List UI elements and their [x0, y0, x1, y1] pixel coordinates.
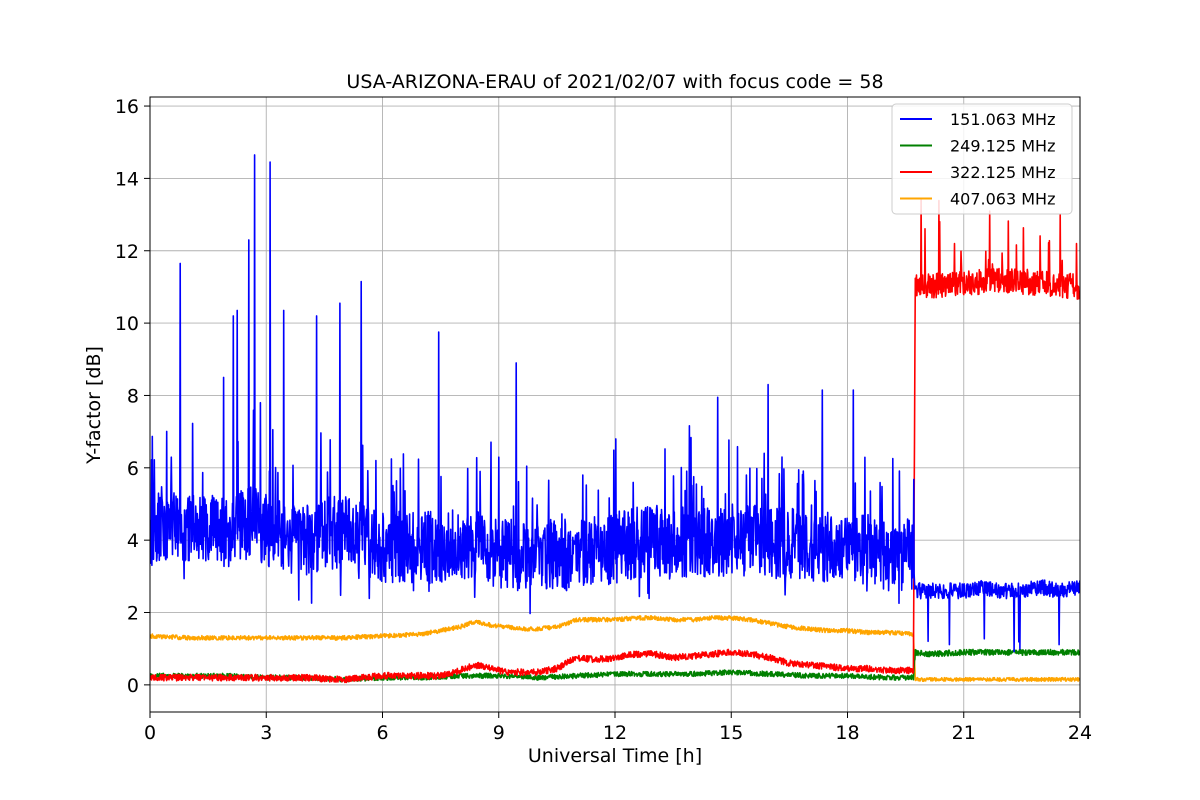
legend: 151.063 MHz 249.125 MHz 322.125 MHz 407.063… — [891, 103, 1073, 215]
x-tick-label: 21 — [952, 722, 976, 744]
x-tick-label: 12 — [603, 722, 627, 744]
y-tick-label: 12 — [115, 241, 139, 263]
legend-entry-label: 151.063 MHz — [950, 110, 1055, 129]
legend-entry-label: 249.125 MHz — [950, 137, 1055, 156]
y-tick-label: 10 — [115, 313, 139, 335]
series-line-407-063-mhz — [150, 615, 1080, 682]
chart-title: USA-ARIZONA-ERAU of 2021/02/07 with focu… — [346, 71, 883, 93]
x-tick-label: 0 — [144, 722, 156, 744]
y-tick-label: 2 — [127, 603, 139, 625]
x-tick-label: 6 — [376, 722, 388, 744]
legend-entry-label: 407.063 MHz — [950, 190, 1055, 209]
series-line-322-125-mhz — [150, 198, 1080, 684]
series-layer — [150, 154, 1080, 684]
y-axis-label: Y-factor [dB] — [83, 346, 105, 465]
x-tick-label: 18 — [835, 722, 859, 744]
y-tick-label: 4 — [127, 530, 139, 552]
series-clip-group — [150, 154, 1080, 684]
x-tick-label: 3 — [260, 722, 272, 744]
x-tick-label: 9 — [493, 722, 505, 744]
series-line-151-063-mhz — [150, 154, 1080, 653]
y-tick-label: 8 — [127, 385, 139, 407]
x-tick-label: 15 — [719, 722, 743, 744]
y-tick-label: 0 — [127, 675, 139, 697]
y-tick-label: 6 — [127, 458, 139, 480]
x-axis-label: Universal Time [h] — [528, 745, 702, 767]
x-tick-label: 24 — [1068, 722, 1092, 744]
y-tick-label: 14 — [115, 168, 139, 190]
legend-entry-label: 322.125 MHz — [950, 163, 1055, 182]
legend-box — [891, 103, 1073, 215]
y-tick-label: 16 — [115, 96, 139, 118]
